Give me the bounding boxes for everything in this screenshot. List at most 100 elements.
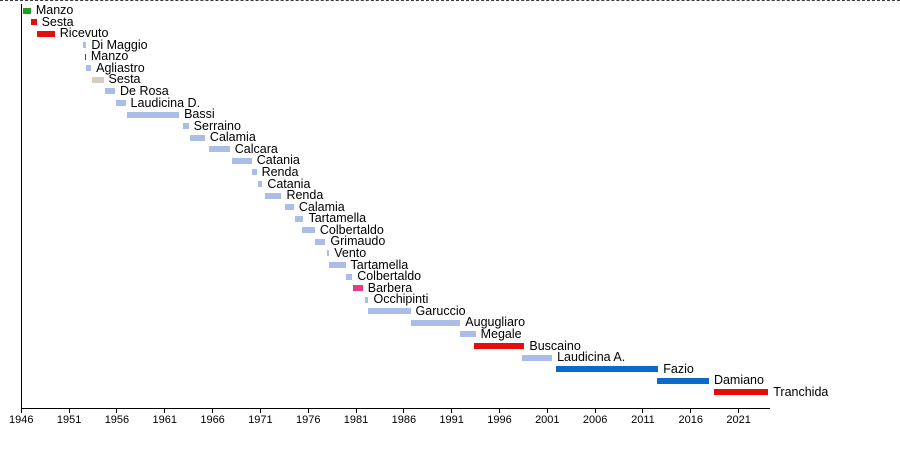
axis-tick-label: 2021 — [726, 414, 751, 426]
timeline-bar — [522, 354, 553, 361]
bar-label: Calamia — [298, 199, 345, 214]
timeline-bar — [105, 88, 116, 95]
timeline-bar — [265, 192, 282, 199]
bar-label: De Rosa — [120, 83, 169, 98]
bar-label: Augugliaro — [465, 315, 526, 330]
bar-label: Grimaudo — [330, 234, 386, 249]
timeline-bar — [314, 238, 326, 245]
axis-tick-label: 1946 — [9, 414, 34, 426]
axis-tick-label: 2006 — [582, 414, 608, 426]
bar-label: Damiano — [713, 373, 764, 388]
axis-tick — [738, 409, 740, 413]
bar-label: Barbera — [367, 280, 413, 295]
axis-tick-label: 2016 — [678, 414, 703, 426]
timeline-bar — [368, 308, 411, 315]
bar-label: Occhipinti — [373, 292, 429, 307]
axis-tick — [164, 409, 166, 413]
axis-tick — [451, 409, 453, 413]
axis-tick-label: 1991 — [439, 414, 464, 426]
bar-label: Calcara — [234, 141, 278, 156]
bar-label: Laudicina A. — [557, 350, 626, 365]
bar-label: Tartamella — [308, 211, 367, 226]
axis-tick — [499, 409, 500, 413]
axis-tick-label: 1976 — [295, 414, 321, 426]
axis-tick — [355, 409, 357, 413]
bar-label: Agliastro — [96, 60, 145, 75]
bar-label: Colbertaldo — [357, 269, 422, 284]
top-border-line — [0, 0, 900, 1]
timeline-bar — [23, 7, 31, 14]
timeline-bar — [329, 262, 346, 269]
timeline-bar — [410, 319, 461, 326]
timeline-bar — [84, 53, 86, 60]
bar-label: Vento — [334, 245, 367, 260]
timeline-bar — [657, 377, 709, 384]
axis-tick — [594, 409, 596, 413]
timeline-bar — [285, 204, 294, 211]
bar-label: Renda — [261, 164, 299, 179]
timeline-bar — [115, 100, 126, 107]
axis-tick-label: 1971 — [248, 414, 273, 426]
x-axis-line — [20, 408, 770, 409]
y-axis-line — [20, 4, 22, 412]
bar-label: Sesta — [41, 14, 74, 29]
bar-label: Calamia — [209, 130, 256, 145]
timeline-bar — [473, 343, 525, 350]
timeline-bar — [251, 169, 257, 176]
timeline-bar — [231, 157, 252, 164]
bar-label: Serraino — [193, 118, 241, 133]
bar-label: Tartamella — [350, 257, 409, 272]
timeline-bar — [36, 30, 55, 37]
timeline-bar — [126, 111, 180, 118]
bar-label: Bassi — [184, 107, 215, 122]
timeline-bar — [364, 296, 369, 303]
timeline-bar — [713, 389, 769, 396]
bar-label: Sesta — [108, 72, 141, 87]
timeline-bar — [82, 42, 87, 49]
axis-tick-label: 1961 — [152, 414, 177, 426]
bar-label: Laudicina D. — [130, 95, 201, 110]
timeline-bar — [555, 366, 659, 373]
timeline-bar — [182, 123, 189, 130]
timeline-bar — [208, 146, 230, 153]
bar-label: Di Maggio — [91, 37, 148, 52]
axis-tick-label: 1981 — [343, 414, 369, 426]
timeline-bar — [294, 215, 304, 222]
bar-label: Buscaino — [529, 338, 581, 353]
bar-label: Tranchida — [773, 384, 829, 399]
bar-label: Renda — [286, 188, 324, 203]
bar-label: Catania — [256, 153, 300, 168]
timeline-bar — [257, 181, 263, 188]
axis-tick-label: 1966 — [200, 414, 225, 426]
bar-label: Megale — [480, 326, 522, 341]
bar-label: Garuccio — [415, 303, 466, 318]
timeline-bar — [189, 134, 205, 141]
bar-label: Colbertaldo — [319, 222, 384, 237]
timeline-bar — [460, 331, 476, 338]
bar-label: Manzo — [90, 49, 129, 64]
axis-tick — [259, 409, 261, 413]
timeline-bar — [92, 76, 104, 83]
axis-tick-label: 2001 — [535, 414, 560, 426]
bar-label: Fazio — [663, 361, 694, 376]
axis-tick-label: 1986 — [391, 414, 417, 426]
timeline-bar — [30, 19, 37, 26]
axis-tick-label: 2011 — [631, 414, 655, 426]
axis-tick-label: 1951 — [56, 414, 82, 426]
timeline-bar — [86, 65, 92, 72]
axis-tick — [642, 409, 644, 413]
bar-label: Manzo — [35, 3, 74, 17]
timeline-bar — [353, 285, 363, 292]
axis-tick — [116, 409, 118, 413]
axis-tick — [68, 409, 70, 413]
axis-tick — [307, 409, 309, 413]
axis-tick-label: 1956 — [104, 414, 130, 426]
timeline-bar — [327, 250, 330, 257]
axis-tick — [546, 409, 548, 413]
bar-label: Catania — [267, 176, 311, 191]
bar-label: Ricevuto — [59, 26, 109, 41]
axis-tick — [403, 409, 405, 413]
axis-tick-label: 1996 — [487, 414, 512, 426]
axis-tick — [690, 409, 692, 413]
axis-tick — [20, 409, 22, 413]
